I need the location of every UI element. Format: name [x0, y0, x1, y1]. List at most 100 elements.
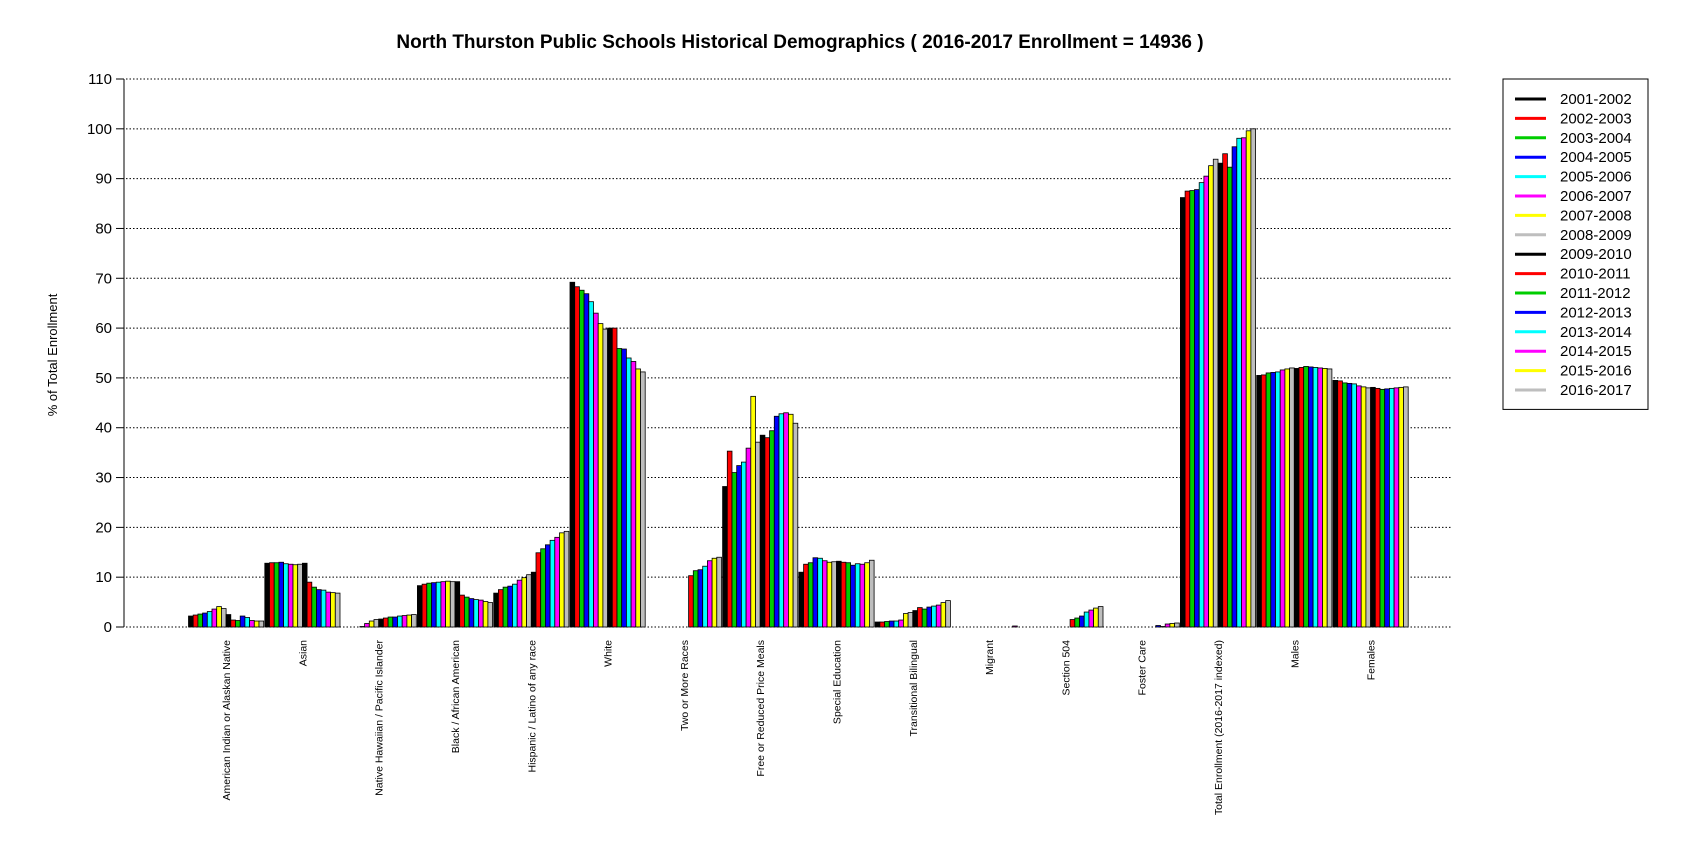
legend: 2001-2002 2002-2003 2003-2004 2004-2005 2005…: [1502, 78, 1649, 410]
bar: [316, 589, 322, 628]
bar: [788, 413, 794, 628]
bar: [817, 557, 823, 628]
legend-label: 2007-2008: [1560, 207, 1632, 224]
bar: [188, 615, 194, 628]
bar: [1326, 368, 1333, 628]
y-tick-label: 60: [95, 320, 112, 337]
bar: [1360, 386, 1367, 628]
bar: [1203, 175, 1210, 628]
bar: [563, 530, 570, 628]
bar: [1074, 617, 1080, 628]
bar: [230, 619, 236, 628]
bar: [931, 605, 937, 628]
bar: [211, 608, 218, 628]
bar: [773, 415, 780, 628]
bar: [1194, 189, 1200, 628]
x-tick-label: Foster Care: [1137, 640, 1149, 696]
bar: [516, 579, 523, 628]
bar: [192, 614, 199, 628]
legend-label: 2011-2012: [1560, 285, 1631, 302]
bar: [831, 561, 837, 628]
bar: [1374, 387, 1381, 628]
bar: [1236, 137, 1242, 628]
bar: [1227, 166, 1233, 628]
bar: [364, 623, 370, 628]
legend-label: 2009-2010: [1560, 246, 1632, 263]
bar: [1342, 382, 1348, 628]
bar: [602, 328, 609, 628]
bar: [1169, 623, 1176, 628]
x-axis-ticks: American Indian or Alaskan Native Asian Na…: [221, 640, 1377, 816]
bar: [1279, 369, 1286, 628]
bar: [292, 564, 299, 628]
bar: [387, 616, 394, 628]
bar: [798, 571, 805, 628]
bar: [1093, 607, 1099, 628]
bar: [478, 599, 484, 628]
bar: [306, 581, 313, 628]
legend-label: 2002-2003: [1560, 110, 1632, 127]
bar: [482, 601, 489, 628]
y-tick-label: 0: [104, 619, 112, 636]
bar: [220, 608, 227, 628]
bar: [1088, 609, 1095, 628]
bar: [850, 564, 856, 628]
bar: [449, 581, 456, 628]
bar: [202, 612, 208, 628]
bar: [731, 472, 738, 628]
bar: [583, 293, 590, 628]
bar: [497, 589, 504, 628]
bar: [1083, 611, 1090, 628]
bar: [1370, 386, 1376, 628]
bar: [273, 562, 280, 628]
bar: [569, 281, 576, 628]
y-tick-label: 110: [88, 71, 112, 88]
y-tick-label: 20: [95, 519, 112, 536]
bar: [249, 620, 255, 628]
bar: [912, 610, 918, 628]
bar: [854, 563, 861, 628]
bar: [559, 532, 565, 628]
bar: [716, 556, 722, 628]
bar: [1212, 158, 1219, 628]
bar: [935, 604, 942, 628]
bar: [1356, 385, 1362, 628]
bar: [507, 585, 513, 628]
bar: [1322, 368, 1328, 628]
legend-label: 2012-2013: [1560, 304, 1632, 321]
x-tick-label: White: [603, 640, 615, 667]
bar: [445, 580, 451, 628]
bar: [225, 614, 232, 628]
bar: [330, 592, 336, 628]
bar: [1189, 190, 1195, 628]
bar: [1365, 387, 1372, 628]
bar: [635, 368, 641, 628]
x-tick-label: American Indian or Alaskan Native: [221, 640, 233, 801]
x-tick-label: Males: [1289, 640, 1301, 668]
legend-label: 2003-2004: [1560, 130, 1632, 147]
bar: [258, 620, 265, 628]
x-tick-label: Section 504: [1060, 640, 1072, 696]
y-tick-label: 80: [95, 220, 112, 237]
bar: [1312, 367, 1319, 628]
bar: [759, 434, 766, 628]
bar: [406, 614, 412, 628]
bar: [301, 562, 308, 628]
bar: [869, 559, 875, 628]
bar: [579, 289, 585, 628]
bar: [526, 574, 532, 628]
bar: [750, 395, 756, 628]
bar: [778, 413, 785, 628]
bar: [893, 620, 900, 628]
bar: [1261, 374, 1267, 628]
bar: [722, 486, 728, 628]
bar: [540, 548, 546, 628]
bar: [630, 361, 637, 628]
legend-box: [1502, 78, 1649, 410]
bar: [473, 599, 479, 628]
y-tick-label: 40: [95, 420, 112, 437]
bar: [940, 602, 947, 628]
bar: [888, 620, 895, 628]
bar: [512, 583, 518, 628]
